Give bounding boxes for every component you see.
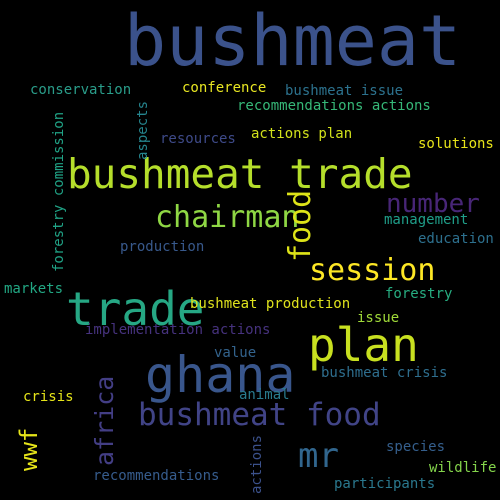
word-wwf: wwf xyxy=(15,427,43,471)
word-markets: markets xyxy=(4,281,64,297)
word-plan: plan xyxy=(308,318,419,372)
word-trade: trade xyxy=(66,282,205,336)
word-recommendations: recommendations xyxy=(93,468,220,484)
word-resources: resources xyxy=(160,131,236,147)
word-participants: participants xyxy=(334,476,436,492)
word-bushmeat-food: bushmeat food xyxy=(138,397,381,433)
word-value: value xyxy=(214,345,257,361)
word-animal: animal xyxy=(239,387,290,403)
word-recommendations-actions: recommendations actions xyxy=(237,98,431,114)
word-issue: issue xyxy=(357,310,400,326)
word-africa: africa xyxy=(90,375,119,466)
word-session: session xyxy=(309,253,436,288)
word-actions: actions xyxy=(249,434,265,494)
word-bushmeat-production: bushmeat production xyxy=(190,296,351,312)
word-forestry: forestry xyxy=(385,286,453,302)
word-education: education xyxy=(418,231,494,247)
word-production: production xyxy=(120,239,205,255)
word-forestry-commission: forestry commission xyxy=(51,111,67,272)
word-wildlife: wildlife xyxy=(429,460,497,476)
word-actions-plan: actions plan xyxy=(251,126,353,142)
word-food: food xyxy=(283,189,318,262)
word-management: management xyxy=(384,212,469,228)
word-aspects: aspects xyxy=(135,100,151,160)
word-bushmeat-issue: bushmeat issue xyxy=(285,83,404,99)
word-mr: mr xyxy=(298,436,339,476)
word-bushmeat-trade: bushmeat trade xyxy=(67,150,413,198)
word-ghana: ghana xyxy=(145,346,296,404)
word-chairman: chairman xyxy=(155,200,300,235)
word-implementation-actions: implementation actions xyxy=(85,322,271,338)
word-species: species xyxy=(386,439,446,455)
word-crisis: crisis xyxy=(23,389,74,405)
word-solutions: solutions xyxy=(418,136,494,152)
word-number: number xyxy=(386,189,480,219)
word-bushmeat-crisis: bushmeat crisis xyxy=(321,365,448,381)
word-conservation: conservation xyxy=(30,82,132,98)
word-conference: conference xyxy=(182,80,267,96)
word-bushmeat: bushmeat xyxy=(124,0,462,82)
